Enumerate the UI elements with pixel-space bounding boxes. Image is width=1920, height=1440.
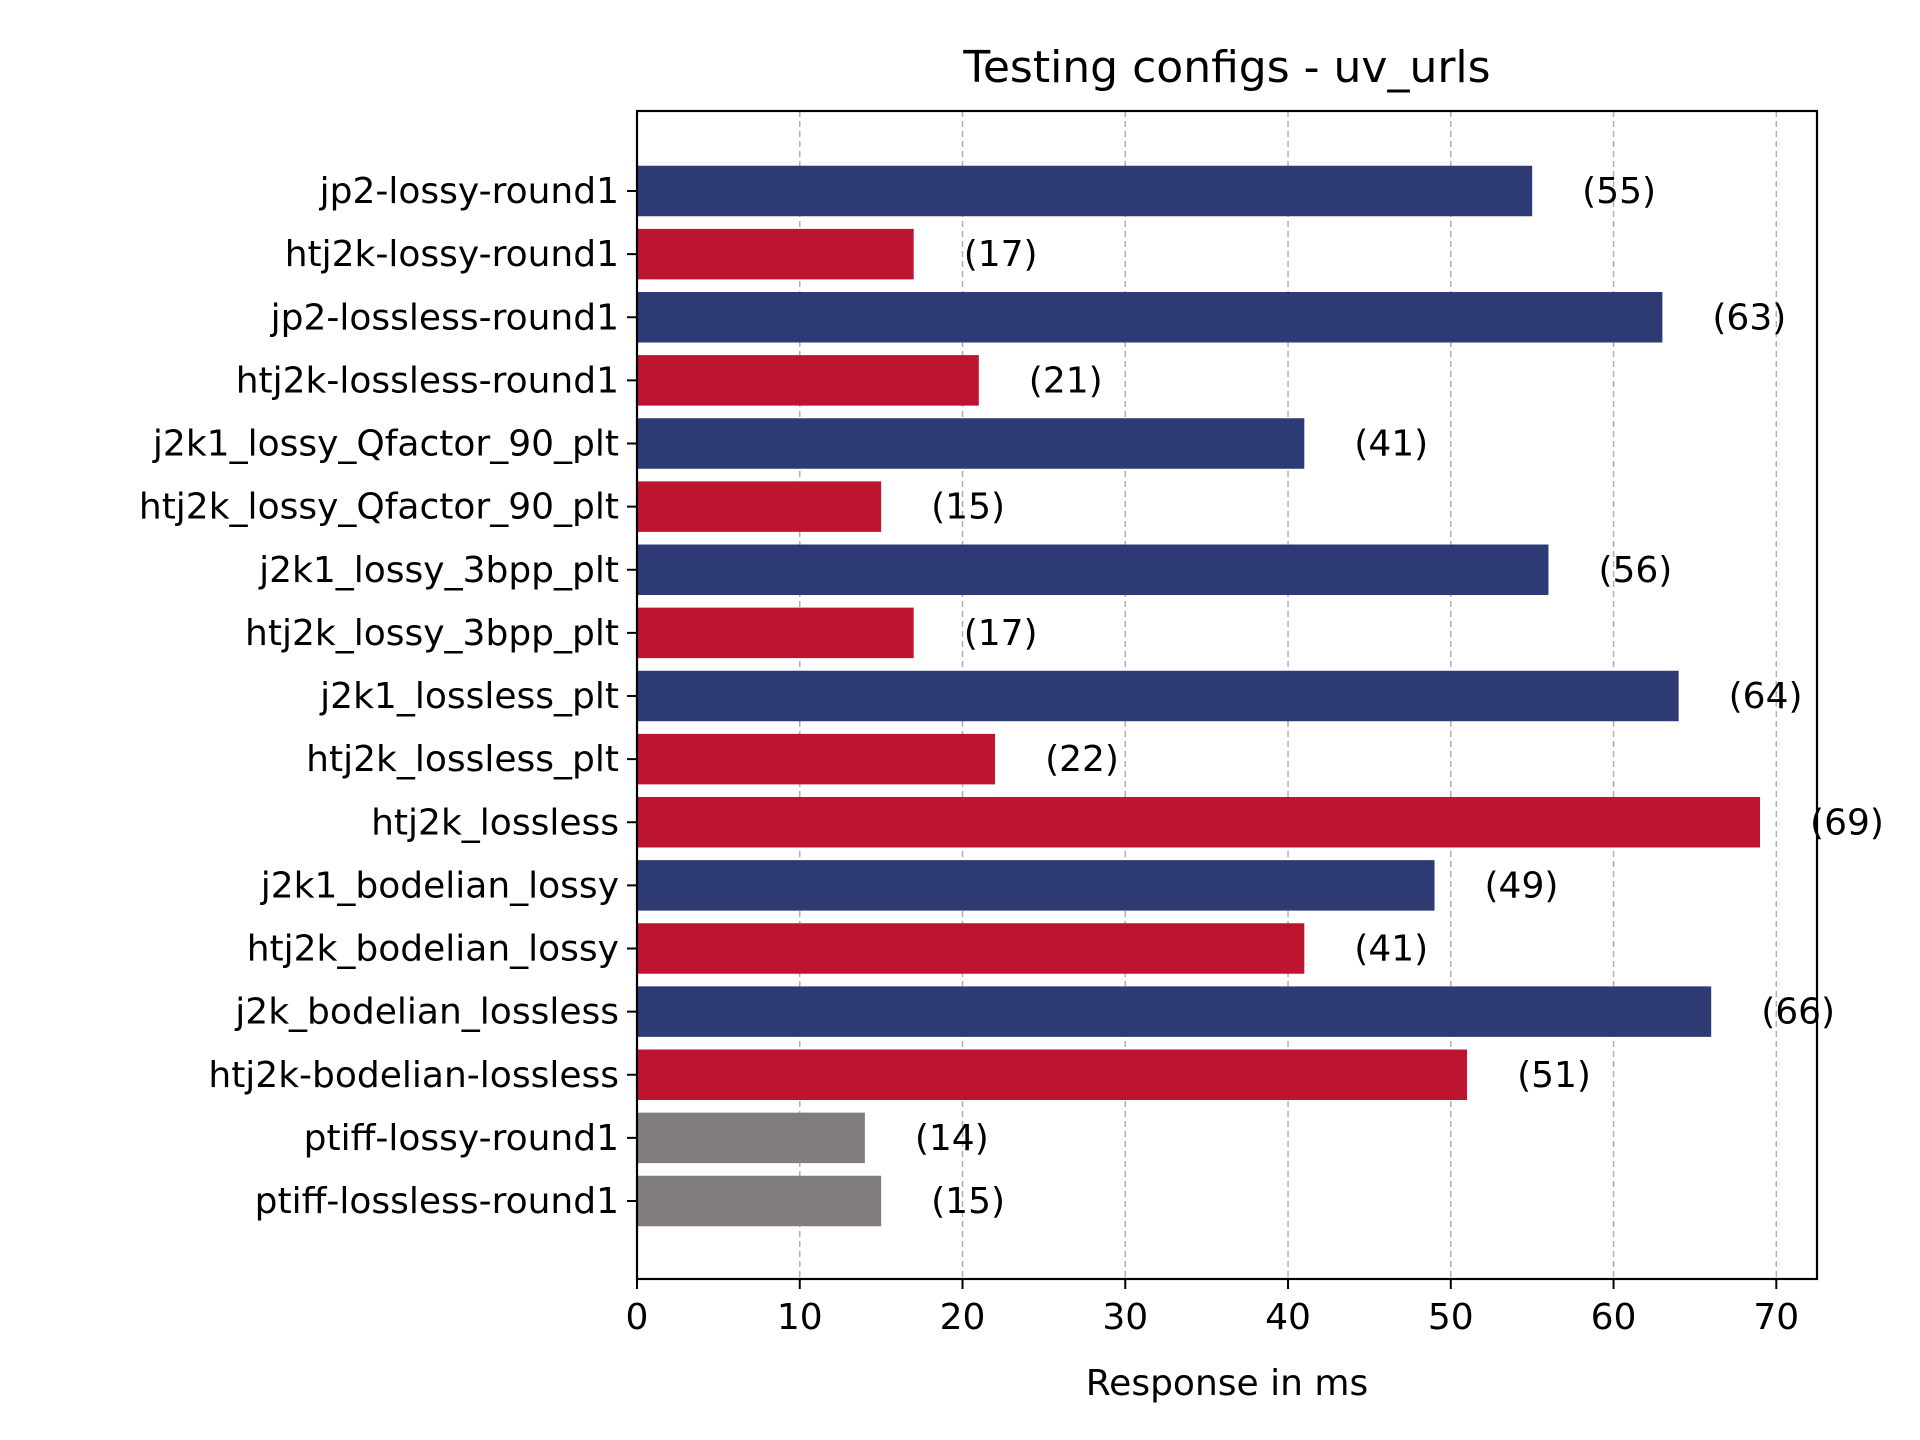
bar-data-label: (63) — [1712, 297, 1786, 338]
category-label: htj2k_lossless_plt — [306, 739, 619, 780]
bar — [637, 986, 1712, 1037]
bar-data-label: (14) — [915, 1118, 989, 1159]
bar — [637, 292, 1663, 343]
x-tick-label: 40 — [1265, 1297, 1311, 1338]
category-label: j2k1_lossless_plt — [319, 676, 619, 717]
x-axis-title: Response in ms — [1086, 1363, 1368, 1404]
x-tick-label: 0 — [626, 1297, 649, 1338]
category-label: htj2k_lossy_3bpp_plt — [245, 613, 619, 654]
x-tick-label: 10 — [777, 1297, 823, 1338]
bar-data-label: (17) — [964, 613, 1038, 654]
bar-data-label: (64) — [1729, 676, 1803, 717]
bar — [637, 733, 996, 785]
bar-data-label: (51) — [1517, 1055, 1591, 1096]
bar — [637, 670, 1679, 722]
bar-data-label: (66) — [1761, 992, 1835, 1033]
bar — [637, 418, 1305, 469]
category-label: jp2-lossy-round1 — [319, 171, 619, 212]
category-labels: jp2-lossy-round1 htj2k-lossy-round1 jp2-lo… — [139, 171, 619, 1222]
category-label: jp2-lossless-round1 — [270, 297, 619, 338]
bar — [637, 165, 1533, 217]
category-label: htj2k_lossless — [371, 802, 619, 843]
category-label: htj2k_lossy_Qfactor_90_plt — [139, 487, 619, 528]
category-label: j2k_bodelian_lossless — [234, 992, 619, 1033]
bar — [637, 923, 1305, 974]
bar-data-label: (17) — [964, 234, 1038, 275]
bar — [637, 1049, 1468, 1100]
bar-data-label: (69) — [1810, 802, 1884, 843]
category-label: j2k1_bodelian_lossy — [260, 865, 619, 906]
bar-data-label: (41) — [1354, 424, 1428, 465]
category-label: htj2k-bodelian-lossless — [208, 1055, 619, 1096]
bar — [637, 1175, 882, 1227]
bar — [637, 228, 914, 280]
bar-data-label: (15) — [931, 1181, 1005, 1222]
x-tick-label: 60 — [1591, 1297, 1637, 1338]
x-axis-ticks: 0 10 20 30 40 50 60 70 — [626, 190, 1799, 1338]
bar-data-label: (55) — [1582, 171, 1656, 212]
x-tick-label: 30 — [1102, 1297, 1148, 1338]
category-label: ptiff-lossy-round1 — [304, 1118, 619, 1159]
x-tick-label: 70 — [1753, 1297, 1799, 1338]
bar-data-label: (22) — [1045, 739, 1119, 780]
bar — [637, 1112, 865, 1164]
category-label: j2k1_lossy_3bpp_plt — [258, 550, 619, 591]
bar — [637, 607, 914, 659]
bar — [637, 481, 882, 532]
x-tick-label: 20 — [940, 1297, 986, 1338]
bars — [637, 165, 1761, 1227]
bar — [637, 797, 1761, 848]
chart-title: Testing configs - uv_urls — [962, 42, 1490, 93]
category-label: htj2k_bodelian_lossy — [247, 929, 619, 970]
data-labels: (55) (17) (63) (21) (41) (15) (56) (17) (64) (22)… — [915, 171, 1884, 1222]
bar — [637, 544, 1549, 595]
category-label: ptiff-lossless-round1 — [255, 1181, 619, 1222]
bar — [637, 860, 1435, 911]
category-label: j2k1_lossy_Qfactor_90_plt — [152, 424, 619, 465]
bar-data-label: (15) — [931, 487, 1005, 528]
bar-data-label: (41) — [1354, 929, 1428, 970]
category-label: htj2k-lossy-round1 — [285, 234, 619, 275]
plot-frame — [635, 109, 1819, 1281]
bar-data-label: (49) — [1485, 865, 1559, 906]
bar — [637, 355, 979, 406]
bar-data-label: (56) — [1598, 550, 1672, 591]
x-tick-label: 50 — [1428, 1297, 1474, 1338]
bar-data-label: (21) — [1029, 360, 1103, 401]
category-label: htj2k-lossless-round1 — [236, 360, 619, 401]
